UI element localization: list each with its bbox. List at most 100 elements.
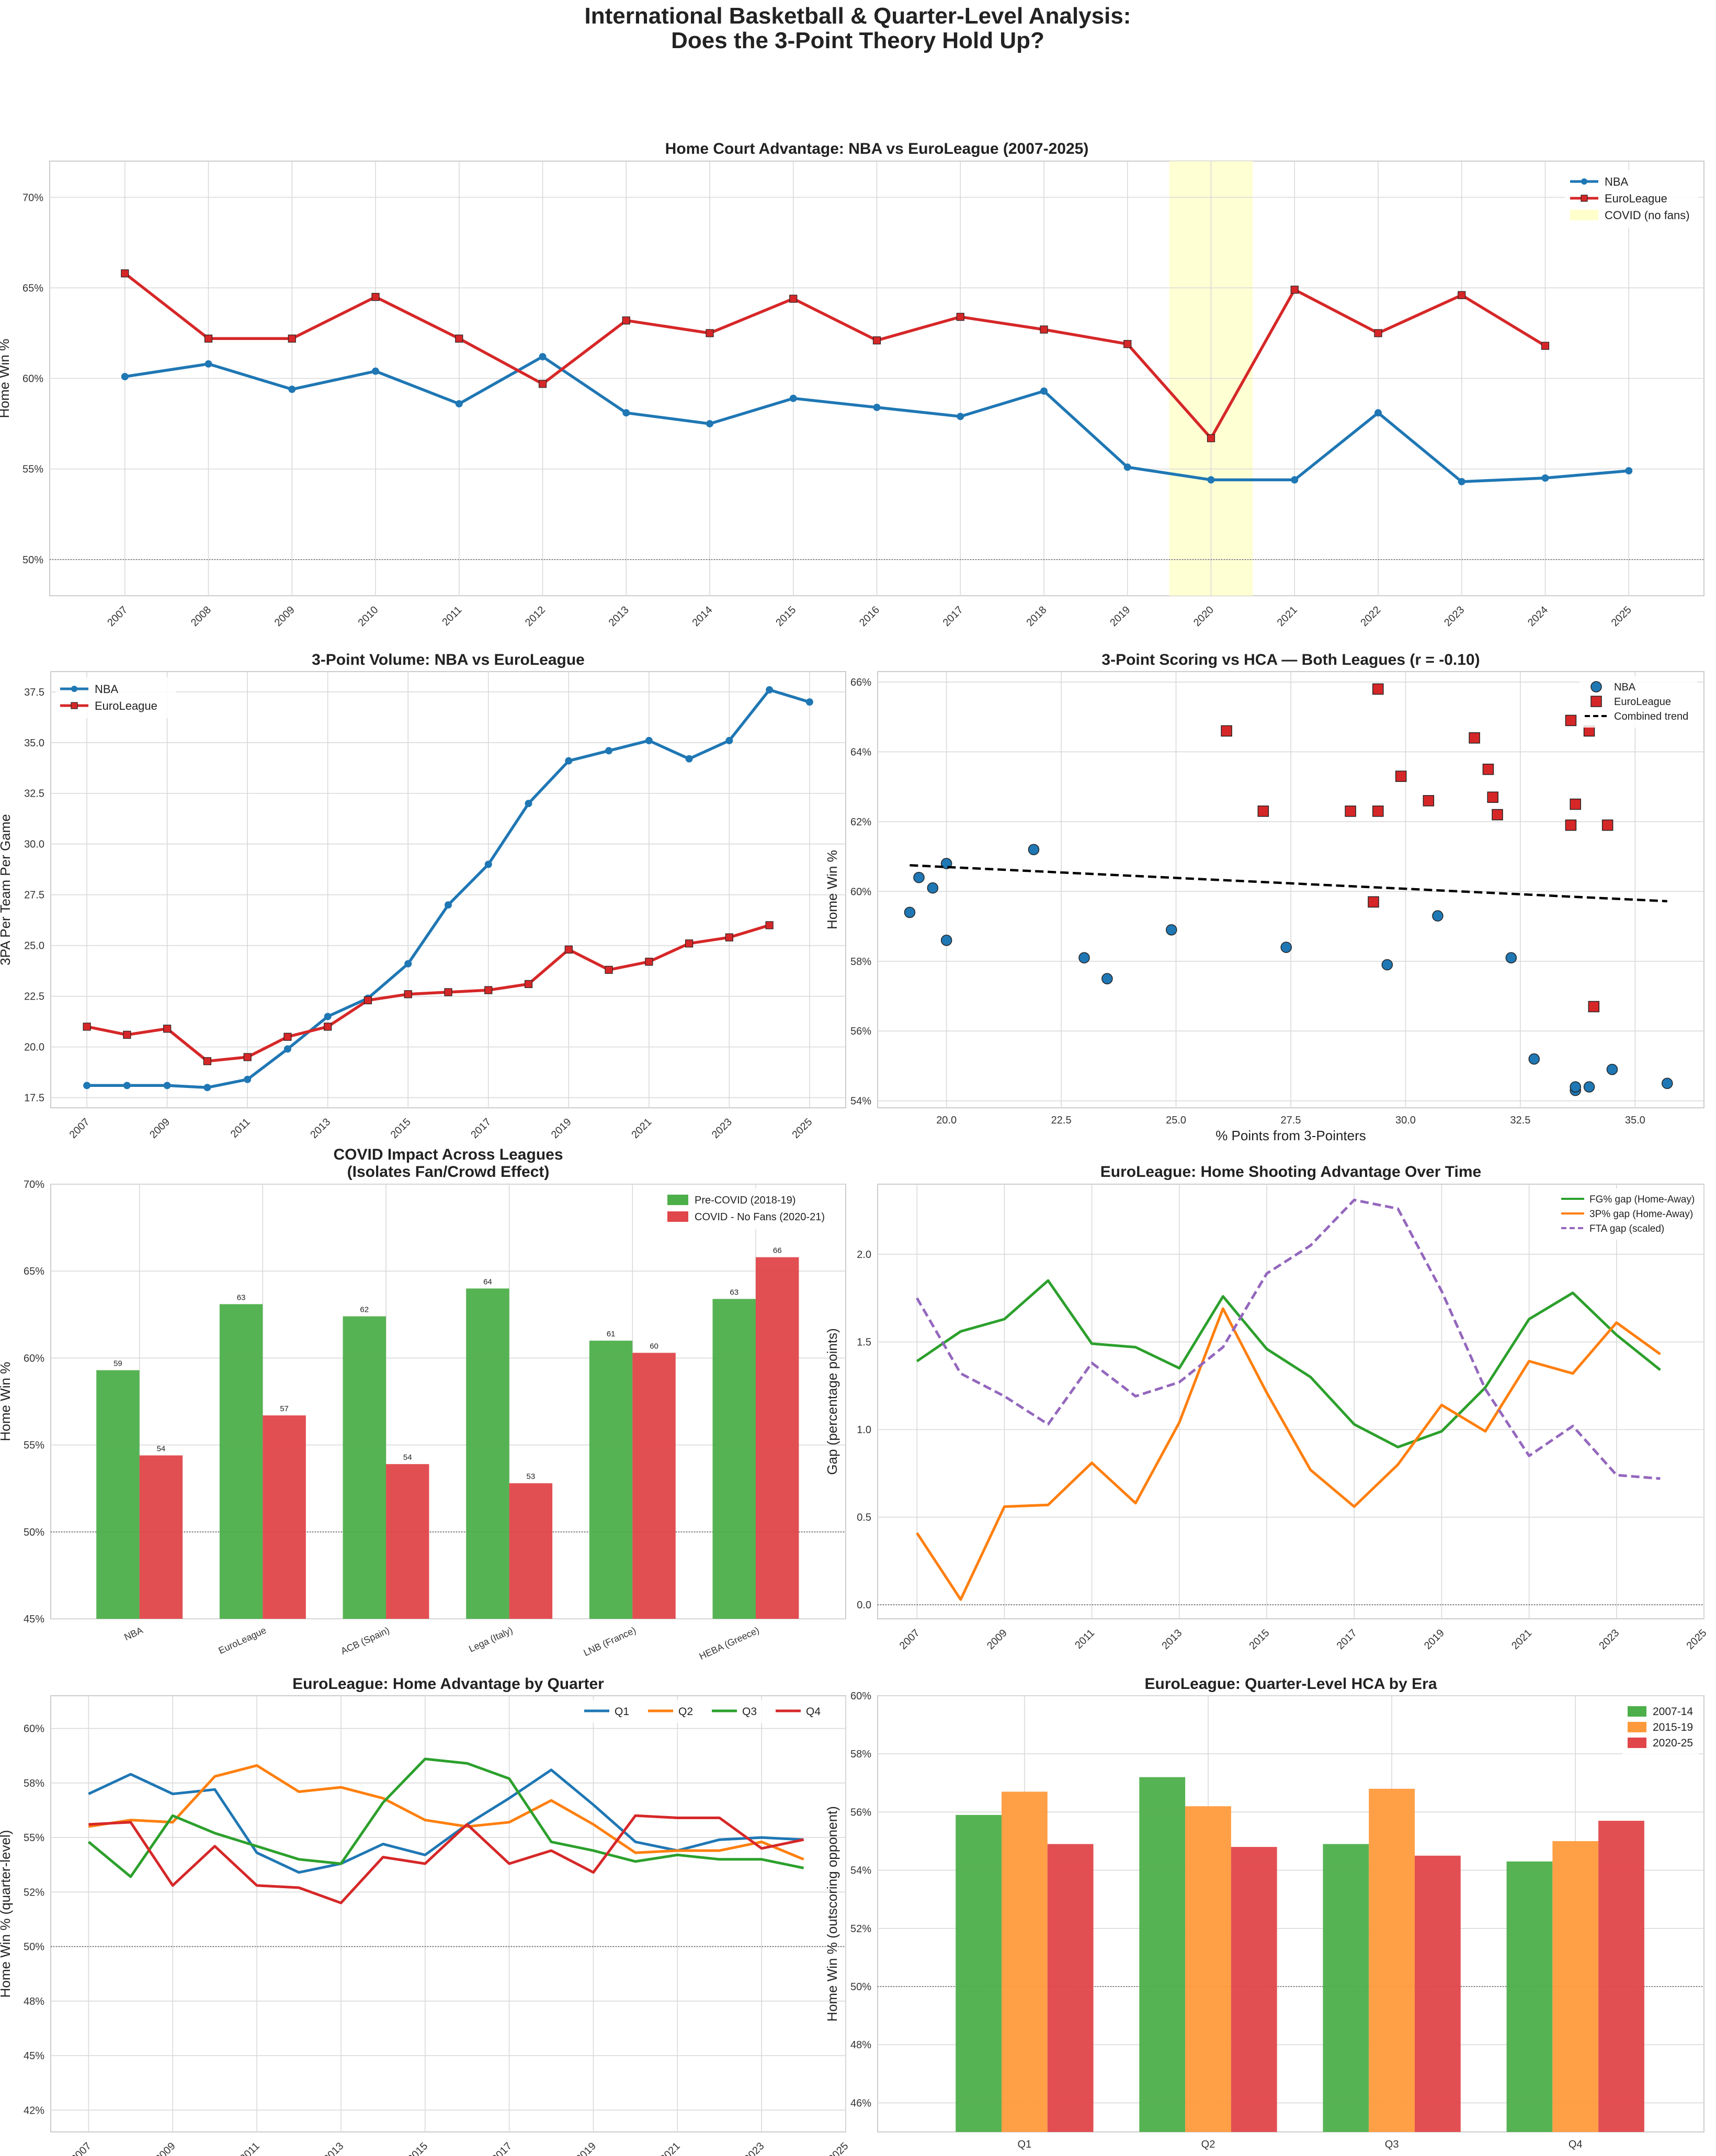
hca-series-nba-point	[1291, 476, 1299, 484]
hca-series-euroleague-point	[1541, 342, 1550, 350]
scatter-euroleague-point	[1565, 819, 1577, 831]
shooting-x-tick-label: 2013	[1160, 1627, 1184, 1652]
shooting-chart: 0.0 0.5 1.0 1.5 2.0 Gap (percentage points) 20…	[824, 1163, 1709, 1652]
volume-y-tick-label: 35.0	[24, 737, 44, 749]
hca-y-tick-label: 55%	[22, 464, 43, 475]
era-y-tick-label: 52%	[850, 1923, 871, 1935]
era-bar-2007-14	[1506, 1861, 1553, 2132]
hca-x-tick-label: 2011	[440, 604, 464, 628]
covid-legend-label: Pre-COVID (2018-19)	[695, 1195, 796, 1206]
era-legend-swatch	[1628, 1738, 1646, 1748]
hca-series-nba-point	[1625, 467, 1633, 475]
volume-x-tick-label: 2023	[710, 1116, 734, 1141]
hca-x-tick-label: 2017	[941, 604, 965, 629]
era-y-axis-label: Home Win % (outscoring opponent)	[824, 1806, 840, 2022]
covid-y-tick-label: 45%	[24, 1614, 44, 1625]
scatter-legend-marker	[1590, 681, 1602, 693]
hca-title: Home Court Advantage: NBA vs EuroLeague …	[665, 140, 1089, 157]
era-title: EuroLeague: Quarter-Level HCA by Era	[1144, 1675, 1437, 1693]
scatter-nba-point	[1606, 1063, 1618, 1075]
hca-x-tick-label: 2024	[1526, 604, 1550, 629]
covid-bar-label: 62	[360, 1306, 369, 1314]
era-legend-label: 2020-25	[1653, 1737, 1693, 1749]
hca-x-tick-label: 2021	[1275, 604, 1300, 629]
quarter-series-q2	[88, 1764, 804, 1861]
figure-title-line2: Does the 3-Point Theory Hold Up?	[671, 28, 1044, 53]
scatter-nba-point	[1528, 1053, 1540, 1065]
volume-legend-marker	[71, 686, 77, 692]
volume-series-nba-point	[445, 901, 452, 909]
volume-series-nba-point	[324, 1013, 332, 1020]
scatter-legend-label: Combined trend	[1614, 711, 1688, 722]
shooting-y-axis-label: Gap (percentage points)	[824, 1328, 840, 1474]
quarter-y-tick-label: 45%	[24, 2050, 44, 2062]
era-x-tick-label: Q1	[1018, 2139, 1032, 2150]
scatter-nba-point	[904, 906, 916, 918]
era-bar-2020-25	[1598, 1821, 1644, 2132]
hca-series-euroleague-point	[288, 334, 296, 343]
era-chart: 46% 48% 50% 52% 54% 56% 58% 60% Home Win % (outs…	[824, 1675, 1704, 2150]
shooting-legend-label: FTA gap (scaled)	[1589, 1223, 1664, 1234]
scatter-euroleague-point	[1469, 732, 1480, 744]
quarter-x-tick-label: 2019	[574, 2140, 598, 2156]
covid-bar-pre-covid	[219, 1304, 263, 1619]
hca-series-euroleague-point	[121, 269, 129, 278]
era-x-tick-label: Q3	[1385, 2139, 1399, 2150]
volume-series-euroleague-point	[564, 945, 573, 954]
quarter-y-tick-label: 52%	[24, 1887, 44, 1898]
scatter-nba-point	[1570, 1081, 1581, 1093]
scatter-nba-point	[1432, 910, 1444, 922]
volume-series-euroleague-point	[203, 1057, 211, 1065]
scatter-nba-point	[1381, 959, 1393, 971]
volume-series-euroleague-point	[685, 939, 694, 948]
covid-bar-covid	[139, 1455, 183, 1619]
quarter-y-tick-label: 50%	[24, 1942, 44, 1953]
shooting-plot-area	[877, 1184, 1704, 1619]
shooting-x-tick-label: 2025	[1685, 1627, 1709, 1652]
hca-series-euroleague-point	[371, 293, 380, 301]
shooting-series-fta	[916, 1198, 1661, 1480]
covid-bar-covid	[385, 1464, 429, 1619]
hca-x-tick-label: 2010	[356, 604, 381, 629]
quarter-plot-area	[50, 1695, 846, 2132]
era-bar-2007-14	[956, 1814, 1002, 2132]
volume-y-tick-label: 25.0	[24, 940, 44, 952]
hca-series-nba-point	[1040, 387, 1048, 395]
hca-legend-marker	[1581, 195, 1588, 202]
quarter-series-q1	[88, 1768, 804, 1874]
shooting-legend-label: FG% gap (Home-Away)	[1589, 1194, 1695, 1205]
covid-bar-pre-covid	[589, 1341, 633, 1619]
scatter-nba-point	[913, 871, 925, 883]
scatter-x-tick-label: 30.0	[1395, 1115, 1416, 1126]
quarter-x-tick-label: 2013	[321, 2140, 346, 2156]
covid-x-tick-label: NBA	[122, 1625, 144, 1642]
covid-bar-pre-covid	[712, 1299, 756, 1619]
covid-legend-bg	[662, 1188, 841, 1229]
scatter-x-tick-label: 32.5	[1510, 1115, 1530, 1126]
volume-series-euroleague-point	[765, 921, 774, 929]
hca-legend-label: NBA	[1605, 175, 1629, 188]
hca-series-euroleague-point	[1207, 434, 1215, 442]
covid-y-tick-label: 65%	[24, 1266, 44, 1277]
scatter-y-tick-label: 64%	[850, 746, 871, 758]
scatter-chart: 20.0 22.5 25.0 27.5 30.0 32.5 35.0 54% 56% 58% 60%…	[824, 651, 1704, 1143]
quarter-x-tick-label: 2007	[69, 2140, 94, 2156]
covid-bar-label: 54	[157, 1445, 166, 1454]
volume-series-euroleague-point	[243, 1053, 252, 1061]
hca-series-euroleague-point	[204, 334, 213, 343]
scatter-euroleague-point	[1588, 1001, 1600, 1013]
era-y-tick-label: 46%	[850, 2097, 871, 2109]
covid-bar-covid	[755, 1257, 799, 1619]
covid-x-tick-label: EuroLeague	[217, 1625, 268, 1656]
hca-series-euroleague	[124, 272, 1546, 440]
hca-x-tick-label: 2014	[690, 604, 715, 629]
volume-series-euroleague-point	[444, 988, 452, 996]
era-y-tick-label: 58%	[850, 1749, 871, 1760]
era-bar-2020-25	[1415, 1855, 1461, 2132]
scatter-x-tick-label: 25.0	[1166, 1115, 1186, 1126]
scatter-euroleague-point	[1601, 819, 1613, 831]
hca-legend-label: COVID (no fans)	[1605, 209, 1690, 222]
hca-x-tick-label: 2022	[1358, 604, 1383, 629]
shooting-y-tick-label: 2.0	[857, 1249, 871, 1261]
era-bar-2020-25	[1231, 1847, 1277, 2132]
